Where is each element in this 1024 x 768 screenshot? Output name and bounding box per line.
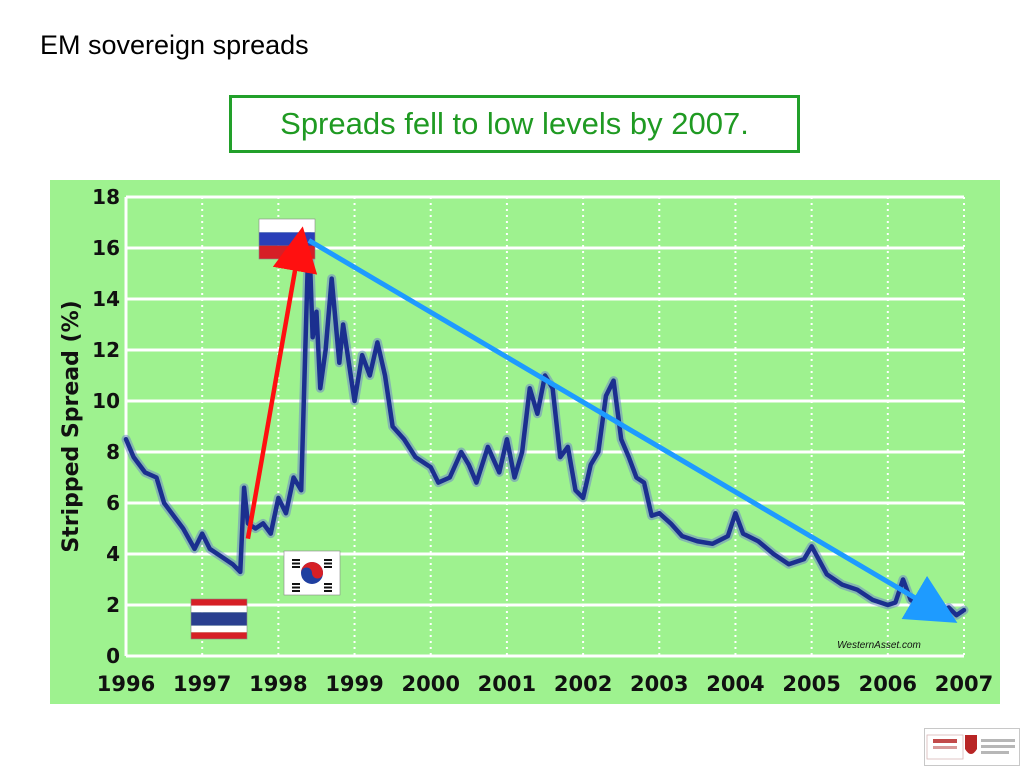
x-tick-label: 2006 <box>859 672 917 696</box>
y-tick-label: 0 <box>106 644 120 668</box>
x-axis-ticks: 1996 1997 1998 1999 2000 2001 2002 2003 2004 2005… <box>97 672 993 696</box>
logo-graphic <box>926 734 1015 760</box>
callout-box: Spreads fell to low levels by 2007. <box>229 95 800 153</box>
russia-flag <box>258 218 316 260</box>
y-axis-ticks: 0 2 4 6 8 10 12 14 16 18 <box>92 185 120 668</box>
y-tick-label: 8 <box>106 440 120 464</box>
spread-line-chart: 0 2 4 6 8 10 12 14 16 18 1996 1997 1998 1999 2000 2001… <box>59 185 993 696</box>
grid-layer <box>124 195 965 658</box>
x-tick-label: 1998 <box>249 672 307 696</box>
callout-text: Spreads fell to low levels by 2007. <box>280 106 749 141</box>
series-line <box>123 225 967 618</box>
y-tick-label: 16 <box>92 236 120 260</box>
x-tick-label: 2000 <box>402 672 460 696</box>
x-tick-label: 2004 <box>706 672 764 696</box>
harvard-kennedy-school-logo <box>924 728 1020 766</box>
y-tick-label: 10 <box>92 389 120 413</box>
x-tick-label: 2003 <box>630 672 688 696</box>
series-layer <box>121 223 969 620</box>
y-tick-label: 6 <box>106 491 120 515</box>
south-korea-flag <box>283 550 341 596</box>
x-tick-label: 1997 <box>173 672 231 696</box>
x-tick-label: 2007 <box>935 672 993 696</box>
decline-arrow <box>307 238 958 623</box>
x-tick-label: 1996 <box>97 672 155 696</box>
chart-area: 0 2 4 6 8 10 12 14 16 18 1996 1997 1998 1999 2000 2001… <box>50 180 1000 704</box>
source-label: WesternAsset.com <box>837 640 921 651</box>
y-tick-label: 12 <box>92 338 120 362</box>
y-tick-label: 18 <box>92 185 120 209</box>
y-tick-label: 14 <box>92 287 120 311</box>
thailand-flag <box>190 598 248 640</box>
arrow-layer <box>245 226 958 623</box>
x-tick-label: 1999 <box>325 672 383 696</box>
y-axis-label: Stripped Spread (%) <box>59 300 84 552</box>
x-tick-label: 2001 <box>478 672 536 696</box>
x-tick-label: 2005 <box>782 672 840 696</box>
y-tick-label: 2 <box>106 593 120 617</box>
x-tick-label: 2002 <box>554 672 612 696</box>
slide-title: EM sovereign spreads <box>40 30 309 60</box>
rise-arrow <box>245 226 318 540</box>
series-line-halo <box>121 223 969 620</box>
y-tick-label: 4 <box>106 542 120 566</box>
